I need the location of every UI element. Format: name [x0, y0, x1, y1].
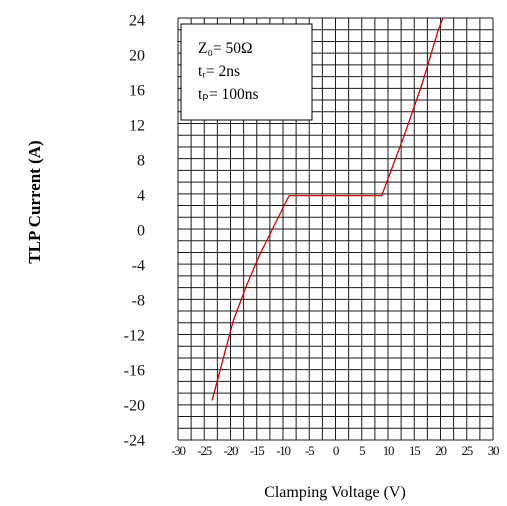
y-tick-label: 24	[129, 13, 145, 30]
y-tick-label: 16	[129, 83, 145, 100]
parameters-box: Z₀= 50Ω tᵣ= 2ns tₚ= 100ns	[180, 23, 313, 121]
parameters-box-frame	[180, 23, 313, 121]
x-tick-label: -30	[171, 443, 185, 458]
x-tick-label: -10	[276, 443, 290, 458]
x-axis-label: Clamping Voltage (V)	[264, 484, 406, 501]
y-tick-label: -8	[132, 293, 145, 310]
parameter-pulse-width: tₚ= 100ns	[198, 86, 259, 103]
x-tick-label: -15	[250, 443, 264, 458]
y-tick-label: -4	[132, 258, 145, 275]
y-tick-label: 0	[137, 223, 145, 240]
y-axis-tick-labels: 24 20 16 12 8 4 0 -4 -8 -12 -16 -20 -24	[124, 13, 145, 450]
x-tick-label: -25	[197, 443, 211, 458]
y-tick-label: -12	[124, 328, 145, 345]
y-tick-label: 4	[137, 188, 145, 205]
x-tick-label: 30	[488, 443, 499, 458]
y-tick-label: -24	[124, 433, 145, 450]
y-tick-label: -16	[124, 363, 145, 380]
x-tick-label: 25	[461, 443, 472, 458]
x-tick-label: -5	[305, 443, 314, 458]
y-axis-label: TLP Current (A)	[25, 140, 44, 263]
y-tick-label: 12	[129, 118, 145, 135]
x-tick-label: 5	[359, 443, 365, 458]
y-tick-label: -20	[124, 398, 145, 415]
parameter-rise-time: tᵣ= 2ns	[198, 63, 240, 80]
data-series	[211, 18, 444, 401]
x-tick-label: 0	[333, 443, 339, 458]
x-axis-tick-labels: -30 -25 -20 -15 -10 -5 0 5 10 15 20 25 30	[171, 443, 500, 458]
series-line	[211, 18, 444, 401]
y-tick-label: 20	[129, 48, 145, 65]
x-tick-label: 15	[409, 443, 420, 458]
x-tick-label: -20	[224, 443, 238, 458]
parameter-impedance: Z₀= 50Ω	[198, 40, 253, 57]
x-tick-label: 10	[383, 443, 394, 458]
x-tick-label: 20	[435, 443, 446, 458]
y-tick-label: 8	[137, 153, 145, 170]
